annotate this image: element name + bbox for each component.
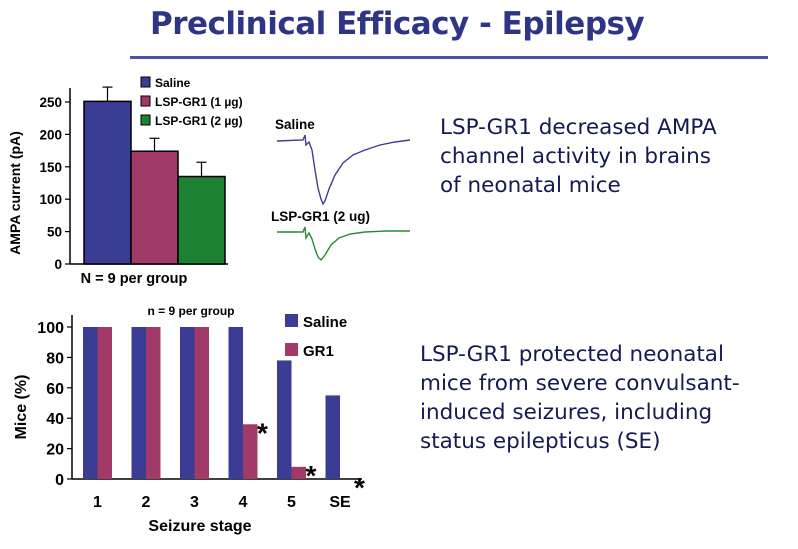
- bar-saline-1: [83, 327, 98, 479]
- bullet-line: of neonatal mice: [440, 173, 621, 198]
- bullet-line: channel activity in brains: [440, 144, 711, 169]
- x-tick-label: 2: [142, 494, 151, 511]
- slide-title: Preclinical Efficacy - Epilepsy: [150, 6, 645, 42]
- bullet-line: status epilepticus (SE): [420, 429, 661, 454]
- y-tick-label: 150: [39, 160, 62, 175]
- bar-saline-SE: [325, 395, 340, 479]
- x-tick-label: 4: [239, 494, 248, 511]
- bar-saline-2: [131, 327, 146, 479]
- bullet-line: mice from severe convulsant-: [420, 371, 740, 396]
- title-divider: [130, 56, 768, 59]
- x-tick-label: SE: [329, 494, 351, 511]
- y-tick-label: 0: [54, 257, 62, 272]
- legend-label: LSP-GR1 (2 µg): [155, 114, 243, 128]
- x-axis-label: Seizure stage: [148, 518, 251, 535]
- chart-subtitle: n = 9 per group: [147, 304, 234, 318]
- ampa-current-chart: 0 50 100 150 200 250 Saline LSP-GR1 (1 µg) LSP-…: [7, 76, 243, 287]
- x-tick-label: 1: [93, 494, 102, 511]
- y-tick-label: 250: [39, 95, 62, 110]
- current-traces: Saline LSP-GR1 (2 ug): [271, 117, 411, 262]
- y-tick-label: 100: [39, 192, 62, 207]
- bar-2: [177, 175, 226, 265]
- bar-gr1-5: [291, 466, 306, 479]
- legend-swatch: [140, 95, 151, 107]
- significance-marker: *: [257, 417, 268, 448]
- y-tick-label: 40: [46, 411, 64, 428]
- y-tick-label: 50: [47, 225, 62, 240]
- trace-label-saline: Saline: [275, 117, 315, 132]
- bullet-line: induced seizures, including: [420, 400, 713, 425]
- saline-trace: [276, 134, 411, 206]
- legend-swatch: [140, 76, 151, 88]
- legend-swatch: [285, 314, 298, 327]
- legend-swatch: [140, 114, 151, 126]
- x-tick-label: 3: [190, 494, 199, 511]
- gr1-trace: [277, 226, 410, 262]
- legend-label: Saline: [155, 76, 191, 90]
- significance-marker: *: [306, 460, 317, 491]
- y-tick-label: 20: [46, 442, 64, 459]
- y-tick-label: 200: [39, 127, 62, 142]
- bullet-line: LSP-GR1 protected neonatal: [420, 342, 724, 367]
- bar-saline-5: [277, 360, 292, 479]
- legend-label: Saline: [303, 314, 347, 331]
- bar-gr1-3: [194, 327, 209, 479]
- bar-saline-3: [180, 327, 195, 479]
- y-tick-label: 0: [55, 472, 64, 489]
- bar-gr1-4: [243, 424, 258, 479]
- finding-seizures: LSP-GR1 protected neonatal mice from sev…: [420, 340, 798, 456]
- x-tick-label: 5: [287, 494, 296, 511]
- legend-label: GR1: [303, 343, 334, 360]
- legend-label: LSP-GR1 (1 µg): [155, 95, 243, 109]
- y-tick-label: 100: [37, 320, 64, 337]
- y-axis-label: AMPA current (pA): [7, 131, 23, 255]
- y-axis-label: Mice (%): [13, 375, 30, 440]
- finding-ampa: LSP-GR1 decreased AMPA channel activity …: [440, 113, 790, 200]
- bullet-line: LSP-GR1 decreased AMPA: [440, 115, 717, 140]
- bar-0: [83, 100, 132, 265]
- x-axis-label: N = 9 per group: [81, 271, 188, 287]
- legend-swatch: [285, 343, 298, 356]
- bar-gr1-2: [146, 327, 161, 479]
- bar-saline-4: [228, 327, 243, 479]
- trace-label-gr1: LSP-GR1 (2 ug): [271, 209, 370, 224]
- bar-gr1-1: [97, 327, 112, 479]
- y-tick-label: 60: [46, 381, 64, 398]
- bar-1: [130, 150, 179, 265]
- y-tick-label: 80: [46, 350, 64, 367]
- significance-marker: *: [354, 472, 365, 503]
